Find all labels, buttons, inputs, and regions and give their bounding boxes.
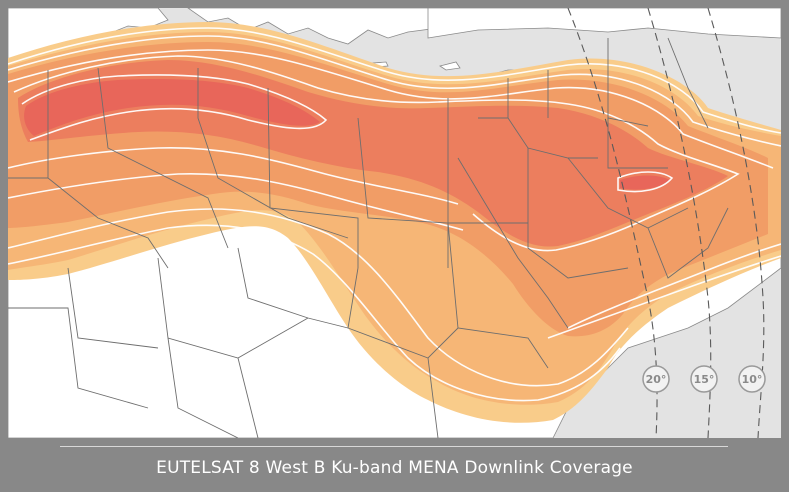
map-caption: EUTELSAT 8 West B Ku-band MENA Downlink … [156, 458, 633, 478]
contour-10 [617, 171, 674, 193]
zone-core [18, 60, 728, 247]
contour-4 [13, 55, 740, 252]
contour-11 [567, 243, 781, 329]
contour-7 [8, 172, 464, 231]
elevation-marker-20: 20° [642, 365, 670, 393]
contour-8 [8, 208, 629, 387]
contour-6 [8, 146, 459, 205]
elevation-label-15: 15° [694, 373, 715, 386]
country-borders [8, 37, 729, 438]
contour-3 [8, 49, 774, 169]
contour-9 [8, 224, 621, 402]
contour-5 [21, 74, 328, 141]
contour-12 [547, 255, 781, 339]
contour-2 [8, 35, 781, 147]
elevation-label-20: 20° [646, 373, 667, 386]
coverage-map: 20° 15° 10° [8, 8, 781, 438]
elevation-marker-10: 10° [738, 365, 766, 393]
zone-peak-east [620, 175, 670, 190]
contour-1 [8, 27, 781, 134]
elevation-markers: 20° 15° 10° [642, 365, 766, 393]
zone-peak-west [24, 78, 320, 136]
coverage-zones [8, 22, 781, 423]
caption-divider [60, 446, 728, 447]
elevation-label-10: 10° [742, 373, 763, 386]
turkey-landmass [427, 8, 781, 39]
elevation-line-15 [647, 8, 712, 438]
contour-lines [8, 27, 781, 402]
cyprus-island [439, 61, 461, 71]
elevation-marker-15: 15° [690, 365, 718, 393]
